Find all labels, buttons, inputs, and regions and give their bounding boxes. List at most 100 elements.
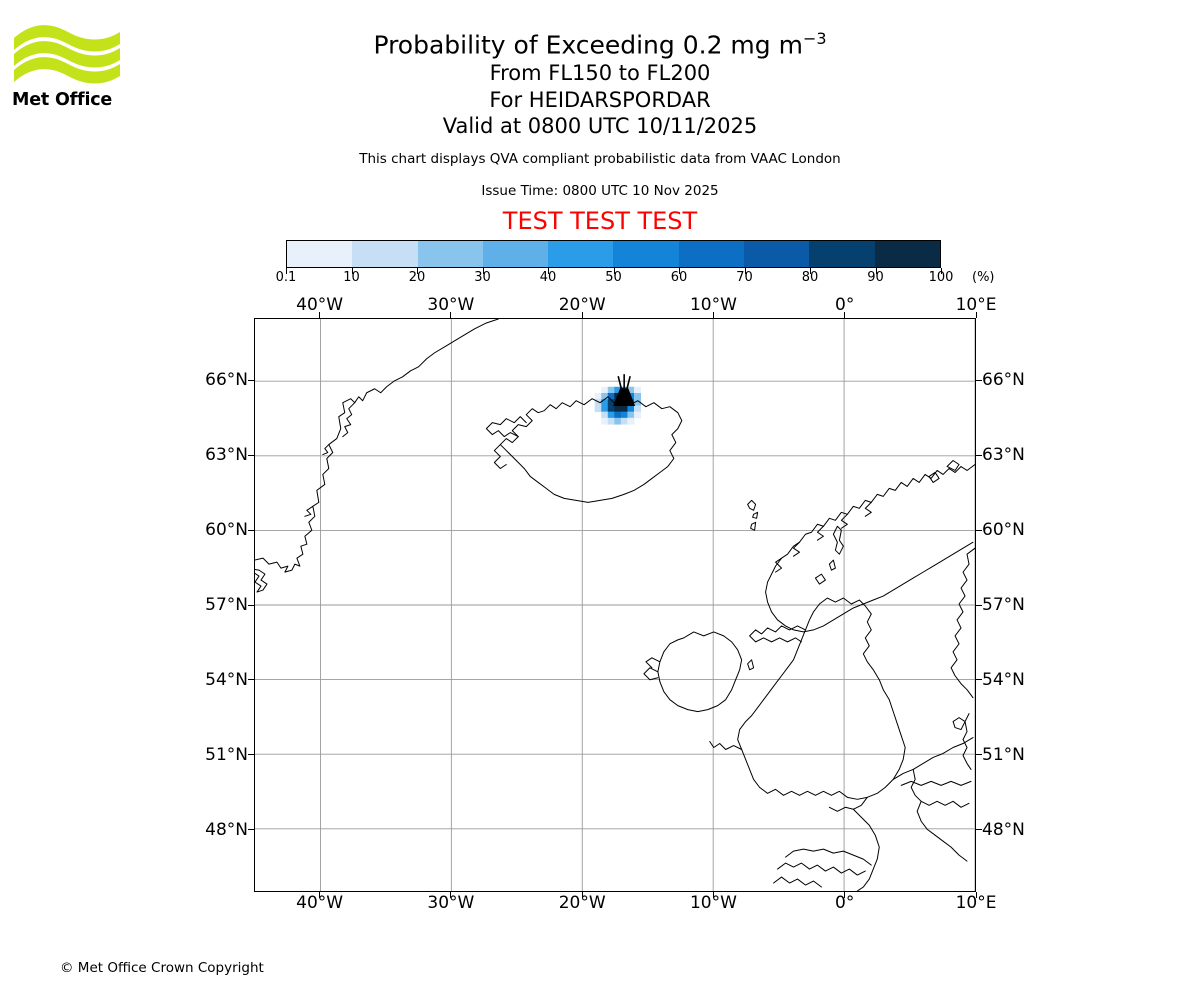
- colorbar-band-10-20: [352, 241, 418, 267]
- lat-axis-label-right: 60°N: [982, 520, 1025, 541]
- lon-axis-label: 0°: [835, 893, 855, 913]
- lon-axis-label: 30°W: [427, 295, 475, 315]
- colorbar-tick-label: 20: [408, 270, 426, 285]
- colorbar-tick: [613, 268, 615, 274]
- issue-time-label: Issue Time: 0800 UTC 10 Nov 2025: [481, 182, 719, 199]
- ash-cell: [633, 399, 642, 406]
- volcano-plume-line: [626, 375, 631, 389]
- lat-axis-label-left: 60°N: [205, 520, 248, 541]
- ash-cell: [620, 417, 628, 425]
- colorbar-band-70-80: [744, 241, 810, 267]
- coastlines: [255, 319, 975, 891]
- ash-cell: [601, 405, 609, 413]
- colorbar-tick-label: 30: [474, 270, 491, 285]
- colorbar-tick: [875, 268, 877, 274]
- lat-axis-label-right: 66°N: [982, 370, 1025, 391]
- colorbar-tick: [417, 268, 418, 274]
- colorbar-band-30-40: [482, 241, 549, 267]
- met-office-logo: [12, 20, 122, 115]
- lat-axis-label-left: 57°N: [205, 595, 248, 615]
- colorbar-tick-label: 10: [343, 270, 360, 285]
- ash-cell: [601, 399, 609, 406]
- lat-tickmark: [976, 454, 982, 456]
- ash-cell: [627, 411, 635, 419]
- ash-cell: [601, 392, 609, 400]
- ash-cell: [601, 411, 609, 419]
- lat-tickmark: [976, 529, 982, 531]
- ash-cell: [627, 386, 635, 394]
- ash-cell: [607, 411, 615, 419]
- ash-cell: [601, 417, 609, 425]
- met-office-logo-text: Met Office: [12, 90, 113, 110]
- lon-axis-label: 0°: [835, 295, 855, 315]
- lat-axis-label-right: 51°N: [982, 744, 1025, 765]
- volcano-plume-line: [617, 375, 622, 389]
- test-banner: TEST TEST TEST: [502, 206, 698, 235]
- lon-axis-label: 40°W: [296, 295, 344, 315]
- lat-axis-label-left: 63°N: [205, 445, 248, 466]
- lat-tickmark: [976, 604, 982, 606]
- flight-level-label: From FL150 to FL200: [489, 61, 711, 86]
- colorbar-band-0.1-10: [287, 241, 353, 267]
- ash-cell: [614, 411, 622, 419]
- lon-axis-label: 20°W: [558, 893, 606, 913]
- map-panel[interactable]: [254, 318, 976, 892]
- lat-tickmark: [248, 829, 254, 831]
- lon-tickmark: [319, 312, 321, 318]
- lat-tickmark: [248, 529, 254, 531]
- map-canvas[interactable]: [255, 319, 975, 891]
- ash-cell: [633, 386, 642, 394]
- lat-axis-label-right: 63°N: [982, 445, 1025, 466]
- colorbar-ticks: [286, 268, 942, 282]
- ash-cell: [607, 405, 615, 413]
- lon-tickmark: [450, 892, 452, 898]
- lat-tickmark: [248, 679, 254, 681]
- colorbar-tick-label: 40: [539, 270, 557, 285]
- lat-axis-label-right: 54°N: [982, 669, 1025, 690]
- ash-cell: [620, 405, 628, 413]
- ash-cell: [614, 405, 622, 413]
- colorbar-tick-label: 80: [801, 270, 819, 285]
- colorbar-tick-label: 90: [867, 270, 884, 285]
- lat-axis-label-left: 66°N: [205, 370, 248, 391]
- ash-cell: [633, 392, 642, 400]
- colorbar-tick: [286, 268, 287, 274]
- volcano-cone: [613, 388, 636, 407]
- lat-tickmark: [976, 679, 982, 681]
- ash-cell: [607, 399, 615, 406]
- volcano-name-label: For HEIDARSPORDAR: [489, 87, 711, 112]
- lon-axis-label: 40°W: [296, 893, 344, 913]
- chart-header: Probability of Exceeding 0.2 mg m−3 From…: [0, 24, 1200, 235]
- lon-axis-label: 10°E: [955, 295, 997, 315]
- copyright-notice: © Met Office Crown Copyright: [60, 960, 264, 976]
- colorbar-band-60-70: [678, 241, 745, 267]
- ash-cell: [594, 392, 602, 400]
- colorbar-bands: [286, 240, 941, 268]
- lon-tickmark: [844, 312, 846, 318]
- ash-cell: [607, 417, 615, 425]
- page-title: Probability of Exceeding 0.2 mg m−3: [0, 24, 1200, 60]
- colorbar-band-50-60: [613, 241, 679, 267]
- colorbar-band-80-90: [809, 241, 875, 267]
- ash-cell: [633, 405, 642, 413]
- lat-tickmark: [248, 379, 254, 381]
- probability-colorbar: [286, 240, 941, 268]
- qva-note: This chart displays QVA compliant probab…: [359, 150, 841, 167]
- page-title-exponent: −3: [802, 29, 827, 48]
- lat-tickmark: [248, 754, 254, 756]
- colorbar-unit-label: (%): [972, 270, 995, 285]
- colorbar-tick-label: 60: [670, 270, 688, 285]
- colorbar-tick: [351, 268, 353, 274]
- lat-tickmark: [248, 454, 254, 456]
- ash-cell: [594, 405, 602, 413]
- ash-cell: [594, 399, 602, 406]
- volcano-marker-icon: [613, 374, 636, 407]
- colorbar-tick-labels: 0.1 10 20 30 40 50 60 70 80 90 100: [276, 270, 954, 288]
- colorbar-tick-label: 50: [605, 270, 622, 285]
- lon-tickmark: [581, 312, 583, 318]
- colorbar-band-40-50: [548, 241, 614, 267]
- colorbar-tick: [744, 268, 746, 274]
- lat-tickmark: [248, 604, 254, 606]
- colorbar-tick: [482, 268, 484, 274]
- lon-axis-label: 10°W: [689, 893, 737, 913]
